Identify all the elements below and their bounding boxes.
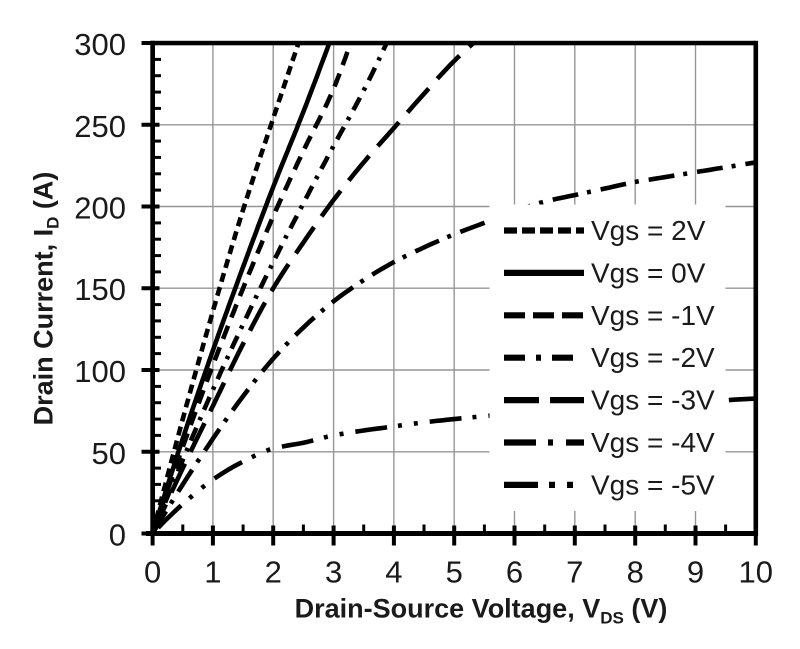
svg-text:2: 2 (265, 555, 282, 590)
svg-text:5: 5 (446, 555, 463, 590)
svg-text:150: 150 (74, 272, 126, 307)
svg-text:3: 3 (325, 555, 342, 590)
svg-text:Vgs = 0V: Vgs = 0V (591, 257, 706, 288)
svg-text:0: 0 (144, 555, 161, 590)
svg-text:4: 4 (385, 555, 402, 590)
svg-text:0: 0 (109, 518, 126, 553)
svg-text:250: 250 (74, 109, 126, 144)
svg-text:9: 9 (687, 555, 704, 590)
svg-text:7: 7 (566, 555, 583, 590)
svg-text:Vgs = 2V: Vgs = 2V (591, 215, 706, 246)
svg-text:Vgs = -2V: Vgs = -2V (591, 342, 715, 373)
svg-text:Drain Current, ID (A): Drain Current, ID (A) (29, 172, 63, 426)
svg-text:100: 100 (74, 354, 126, 389)
svg-text:1: 1 (204, 555, 221, 590)
svg-text:10: 10 (739, 555, 773, 590)
svg-text:Vgs = -1V: Vgs = -1V (591, 300, 715, 331)
svg-text:Vgs = -5V: Vgs = -5V (591, 469, 715, 500)
svg-text:50: 50 (92, 436, 126, 471)
svg-text:Vgs = -4V: Vgs = -4V (591, 427, 715, 458)
svg-text:6: 6 (506, 555, 523, 590)
svg-text:200: 200 (74, 191, 126, 226)
svg-text:300: 300 (74, 27, 126, 62)
svg-text:Vgs = -3V: Vgs = -3V (591, 385, 715, 416)
svg-text:8: 8 (627, 555, 644, 590)
